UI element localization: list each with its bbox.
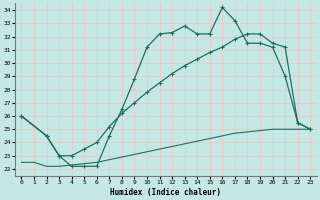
X-axis label: Humidex (Indice chaleur): Humidex (Indice chaleur)	[110, 188, 221, 197]
